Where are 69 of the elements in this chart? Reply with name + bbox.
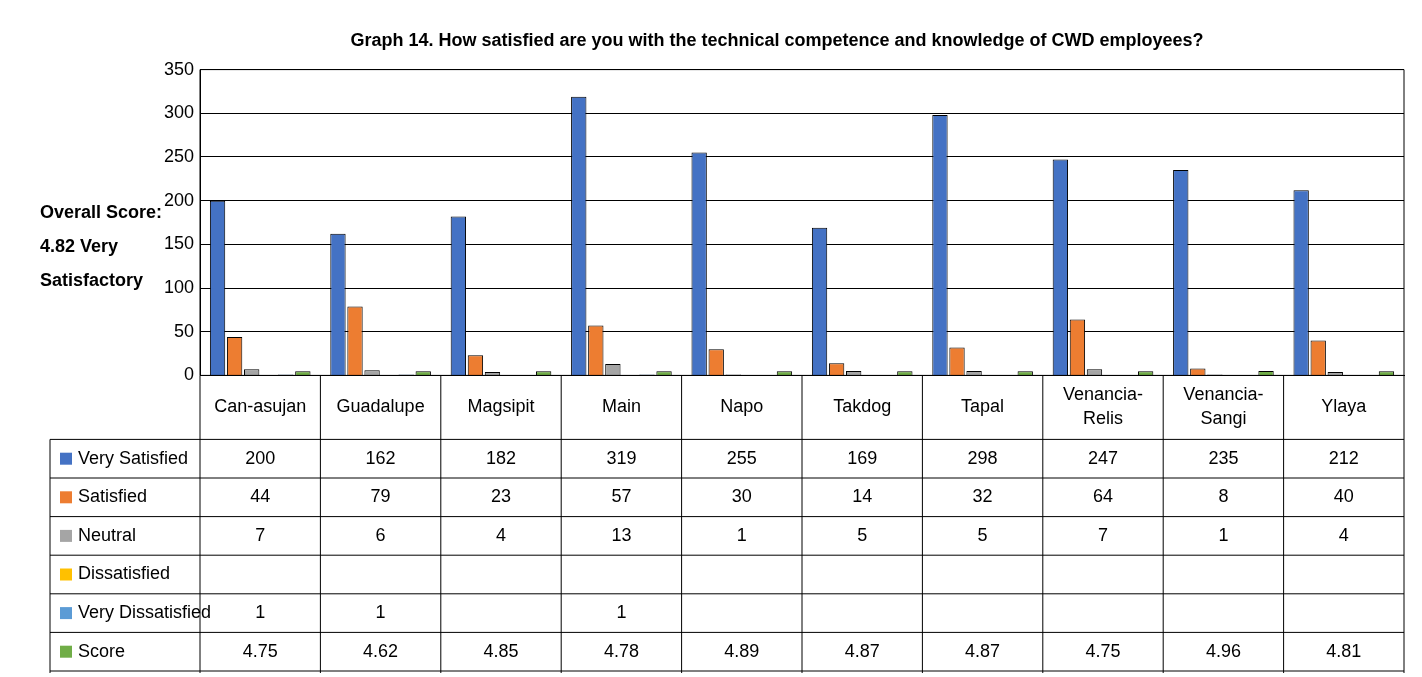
legend-label: Score: [78, 640, 126, 661]
y-tick-label: 150: [163, 233, 194, 254]
data-label: 4: [495, 524, 507, 545]
data-label: 4.89: [724, 640, 760, 661]
x-tick-label: Guadalupe: [336, 396, 425, 417]
data-label: 255: [726, 447, 757, 468]
x-tick-label: Magsipit: [467, 396, 535, 417]
data-label: 212: [1328, 447, 1359, 468]
x-tick-label: Napo: [720, 396, 764, 417]
y-tick-label: 200: [163, 189, 194, 210]
data-label: 13: [611, 524, 632, 545]
data-label: 319: [606, 447, 637, 468]
data-label: 4: [1338, 524, 1349, 545]
legend-label: Neutral: [78, 524, 137, 545]
y-tick-label: 250: [163, 145, 194, 166]
data-label: 4.75: [1085, 640, 1121, 661]
data-label: 169: [847, 447, 878, 468]
data-label: 5: [977, 524, 988, 545]
data-label: 4.85: [483, 640, 519, 661]
data-label: 200: [245, 447, 276, 468]
data-label: 64: [1092, 486, 1114, 507]
x-tick-label: Ylaya: [1321, 396, 1368, 417]
data-label: 4.96: [1205, 640, 1241, 661]
x-tick-label: Venancia-Relis: [1062, 384, 1144, 429]
y-tick-label: 100: [163, 277, 194, 297]
legend-label: Very Satisfied: [78, 447, 189, 468]
data-label: 1: [375, 602, 386, 623]
data-label: 4.62: [363, 640, 399, 661]
data-label: 1: [1218, 524, 1229, 545]
data-label: 7: [255, 524, 266, 545]
data-label: 57: [611, 486, 632, 507]
data-label: 247: [1087, 447, 1119, 468]
data-label: 30: [731, 486, 752, 507]
x-tick-label: Takdog: [833, 396, 892, 417]
data-label: 44: [250, 486, 271, 507]
data-label: 235: [1208, 447, 1239, 468]
data-label: 4.75: [242, 640, 278, 661]
legend-label: Very Dissatisfied: [78, 602, 212, 623]
data-label: 4.78: [603, 640, 639, 661]
data-label: 32: [972, 486, 993, 507]
data-label: 23: [490, 486, 512, 507]
data-label: 1: [255, 602, 266, 623]
x-tick-label: Can-asujan: [214, 396, 307, 417]
data-label: 1: [616, 602, 627, 623]
y-tick-label: 50: [173, 320, 194, 341]
data-label: 6: [375, 524, 386, 545]
data-label: 8: [1218, 486, 1229, 507]
data-label: 7: [1097, 524, 1109, 545]
data-label: 4.87: [844, 640, 880, 661]
data-label: 4.87: [965, 640, 1001, 661]
x-tick-label: Main: [601, 396, 641, 417]
data-label: 182: [485, 447, 517, 468]
y-tick-label: 0: [183, 364, 194, 385]
legend-label: Dissatisfied: [78, 563, 171, 584]
legend-label: Satisfied: [78, 486, 148, 507]
data-label: 5: [857, 524, 868, 545]
data-label: 40: [1333, 486, 1354, 507]
chart-title: Graph 14. How satisfied are you with the technical competence and knowledge of CWD employees?: [350, 29, 1204, 50]
data-label: 1: [736, 524, 747, 545]
y-tick-label: 300: [163, 102, 194, 123]
text: Overall Score: 4.82 Very Satisfactory: [40, 201, 163, 290]
data-label: 162: [365, 447, 396, 468]
data-label: 298: [967, 447, 998, 468]
data-label: 4.81: [1326, 640, 1362, 661]
data-label: 79: [370, 486, 391, 507]
x-tick-label: Venancia-Sangi: [1183, 384, 1264, 429]
y-tick-label: 350: [163, 58, 194, 79]
x-tick-label: Tapal: [961, 396, 1005, 417]
data-label: 14: [852, 486, 873, 507]
